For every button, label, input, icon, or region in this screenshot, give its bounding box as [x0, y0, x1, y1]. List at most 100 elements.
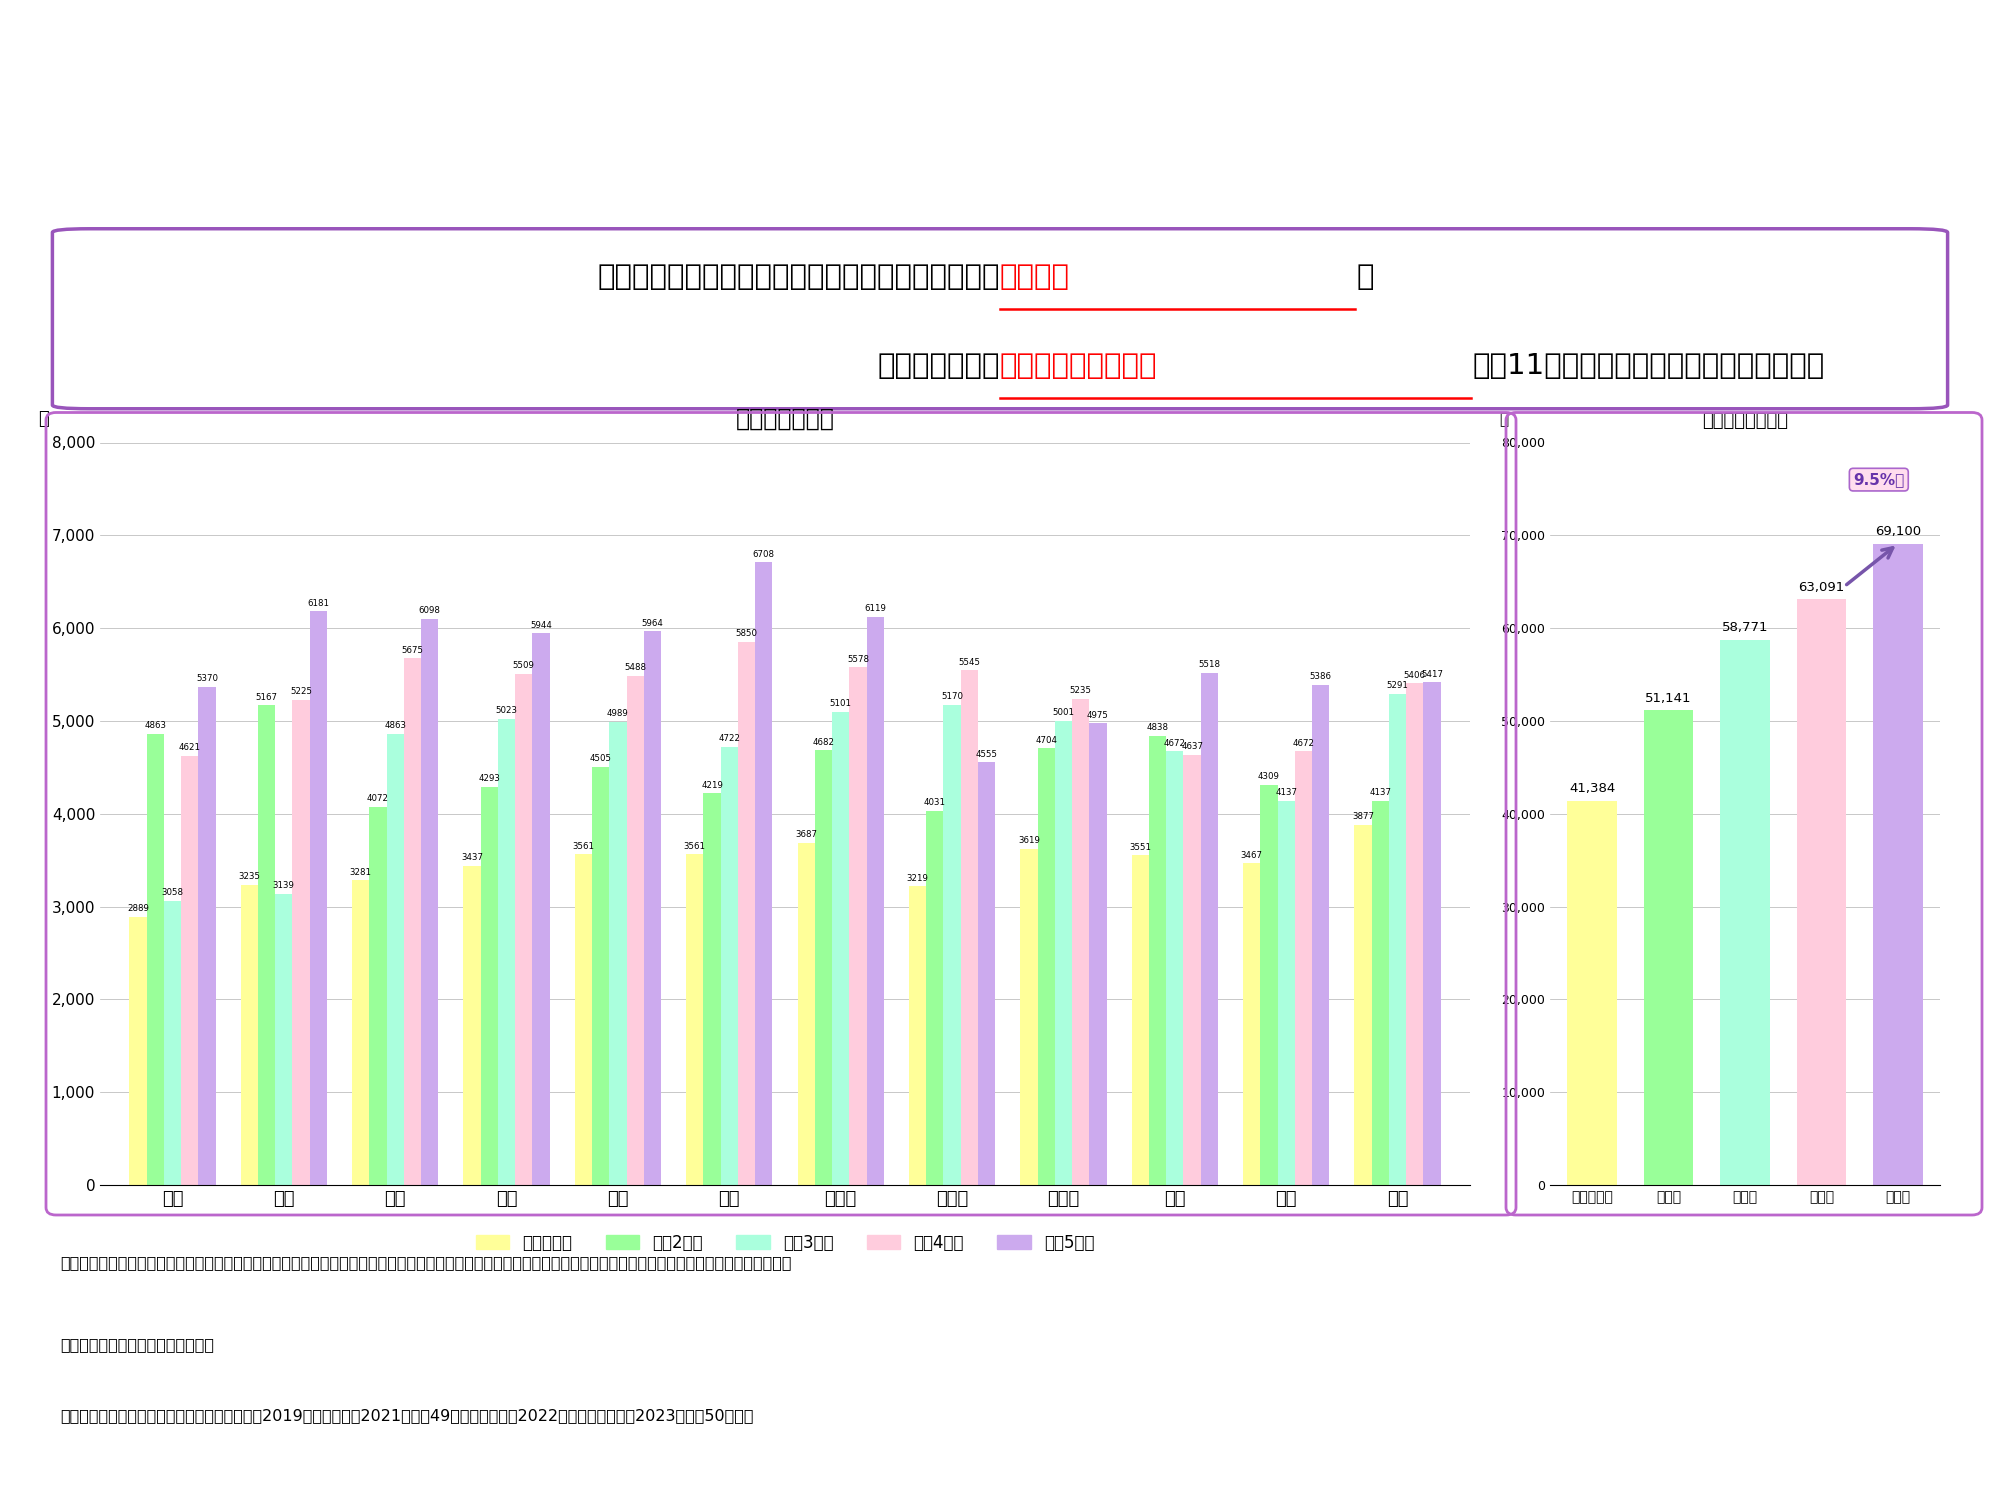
Text: 4137: 4137 [1276, 789, 1298, 798]
Bar [1020, 849, 1038, 1185]
Text: 4031: 4031 [924, 798, 946, 807]
Text: 5509: 5509 [512, 662, 534, 670]
Bar [1874, 543, 1922, 1185]
Bar [370, 807, 386, 1185]
Text: 5518: 5518 [1198, 660, 1220, 669]
Bar [1720, 639, 1770, 1185]
Text: 3561: 3561 [684, 842, 706, 850]
Title: 各年度の相談件数: 各年度の相談件数 [1702, 413, 1788, 430]
Bar [1388, 694, 1406, 1185]
Text: 注：１．相談件数は、性暴力・配偶者暴力被害者等支援交付金（性犯罪・性暴力被害者支援事業）の事業実績として、都道府県等から報告のあった電話・面接・メール・: 注：１．相談件数は、性暴力・配偶者暴力被害者等支援交付金（性犯罪・性暴力被害者支… [60, 1256, 792, 1270]
Text: 5545: 5545 [958, 657, 980, 666]
Bar [1244, 862, 1260, 1185]
Bar [1424, 682, 1440, 1185]
Text: 4505: 4505 [590, 754, 612, 764]
Text: 3877: 3877 [1352, 813, 1374, 822]
Text: 6119: 6119 [864, 604, 886, 613]
Bar [146, 734, 164, 1185]
Text: 5225: 5225 [290, 687, 312, 696]
Text: 3687: 3687 [796, 830, 818, 839]
Text: 5370: 5370 [196, 674, 218, 682]
Bar [574, 855, 592, 1185]
Bar [1072, 699, 1090, 1185]
Text: 4682: 4682 [812, 738, 834, 747]
Text: 58,771: 58,771 [1722, 621, 1768, 634]
Text: 5964: 5964 [642, 620, 664, 628]
Text: 2889: 2889 [126, 904, 148, 914]
Text: 令和５年度は、: 令和５年度は、 [878, 351, 1000, 380]
Text: 41,384: 41,384 [1568, 783, 1616, 795]
Text: 4621: 4621 [178, 744, 200, 753]
Bar [1354, 825, 1372, 1185]
Bar [386, 734, 404, 1185]
Bar [686, 855, 704, 1185]
Bar [738, 642, 756, 1185]
Text: 相談件数の推移（令和元年度〜５年度）: 相談件数の推移（令和元年度〜５年度） [776, 141, 1224, 183]
Bar [532, 633, 550, 1185]
Text: ２．対象となるセンターは、令和元年度（2019）〜令和３（2021）年度49か所、令和４（2022）年度、令和５（2023）年度50か所。: ２．対象となるセンターは、令和元年度（2019）〜令和３（2021）年度49か所… [60, 1408, 754, 1424]
Bar [978, 762, 996, 1185]
Text: 3219: 3219 [906, 873, 928, 882]
Text: 4672: 4672 [1164, 738, 1186, 747]
Bar [1184, 754, 1200, 1185]
Bar [1260, 784, 1278, 1185]
Text: 性犯罪・性暴力被害者のためのワンストップ支援センターの: 性犯罪・性暴力被害者のためのワンストップ支援センターの [662, 50, 1338, 92]
Bar [422, 620, 438, 1185]
Bar [908, 886, 926, 1185]
Bar [480, 786, 498, 1185]
Text: 69,100: 69,100 [1874, 525, 1922, 538]
Text: 5386: 5386 [1310, 672, 1332, 681]
Bar [292, 700, 310, 1185]
Text: 4072: 4072 [366, 795, 388, 804]
Bar [1278, 801, 1294, 1185]
Text: 4293: 4293 [478, 774, 500, 783]
Bar [1796, 600, 1846, 1185]
Bar [276, 894, 292, 1185]
Text: 5944: 5944 [530, 621, 552, 630]
Bar [866, 616, 884, 1185]
Text: 全国のワンストップ支援センターへの相談件数は、: 全国のワンストップ支援センターへの相談件数は、 [598, 264, 1000, 291]
Text: 4219: 4219 [702, 780, 722, 789]
Bar [1132, 855, 1148, 1185]
Text: 前年度比９．５％増: 前年度比９．５％増 [1000, 351, 1158, 380]
Text: 5101: 5101 [830, 699, 852, 708]
Text: 4704: 4704 [1036, 735, 1058, 744]
Bar [1372, 801, 1388, 1185]
Text: 4863: 4863 [384, 722, 406, 730]
Bar [926, 812, 944, 1185]
Text: 5170: 5170 [942, 693, 964, 702]
Bar [352, 880, 370, 1185]
Text: 9.5%増: 9.5%増 [1854, 472, 1904, 488]
Bar [960, 670, 978, 1185]
Bar [1038, 748, 1054, 1185]
Text: 4309: 4309 [1258, 772, 1280, 782]
Text: 4555: 4555 [976, 750, 998, 759]
Text: 件: 件 [38, 410, 50, 428]
Legend: 令和元年度, 令和2年度, 令和3年度, 令和4年度, 令和5年度: 令和元年度, 令和2年度, 令和3年度, 令和4年度, 令和5年度 [468, 1227, 1102, 1258]
Bar [944, 705, 960, 1185]
Text: 3235: 3235 [238, 871, 260, 880]
Text: 3281: 3281 [350, 868, 372, 877]
Text: 4838: 4838 [1146, 723, 1168, 732]
Bar [464, 865, 480, 1185]
Bar [850, 668, 866, 1185]
Bar [1406, 684, 1424, 1185]
Text: 3437: 3437 [462, 853, 484, 862]
Bar [498, 718, 516, 1185]
Text: 3561: 3561 [572, 842, 594, 850]
Title: 各月の相談件数: 各月の相談件数 [736, 406, 834, 430]
Bar [720, 747, 738, 1185]
Text: 4975: 4975 [1088, 711, 1108, 720]
Text: 6708: 6708 [752, 549, 774, 558]
Text: 5291: 5291 [1386, 681, 1408, 690]
Bar [240, 885, 258, 1185]
Bar [832, 711, 850, 1185]
Text: 4637: 4637 [1182, 742, 1204, 752]
Bar [1148, 736, 1166, 1185]
Bar [1054, 722, 1072, 1185]
Bar [1312, 686, 1330, 1185]
Text: 63,091: 63,091 [1798, 580, 1844, 594]
Text: 4863: 4863 [144, 722, 166, 730]
Bar [1090, 723, 1106, 1185]
Bar [1644, 711, 1694, 1185]
